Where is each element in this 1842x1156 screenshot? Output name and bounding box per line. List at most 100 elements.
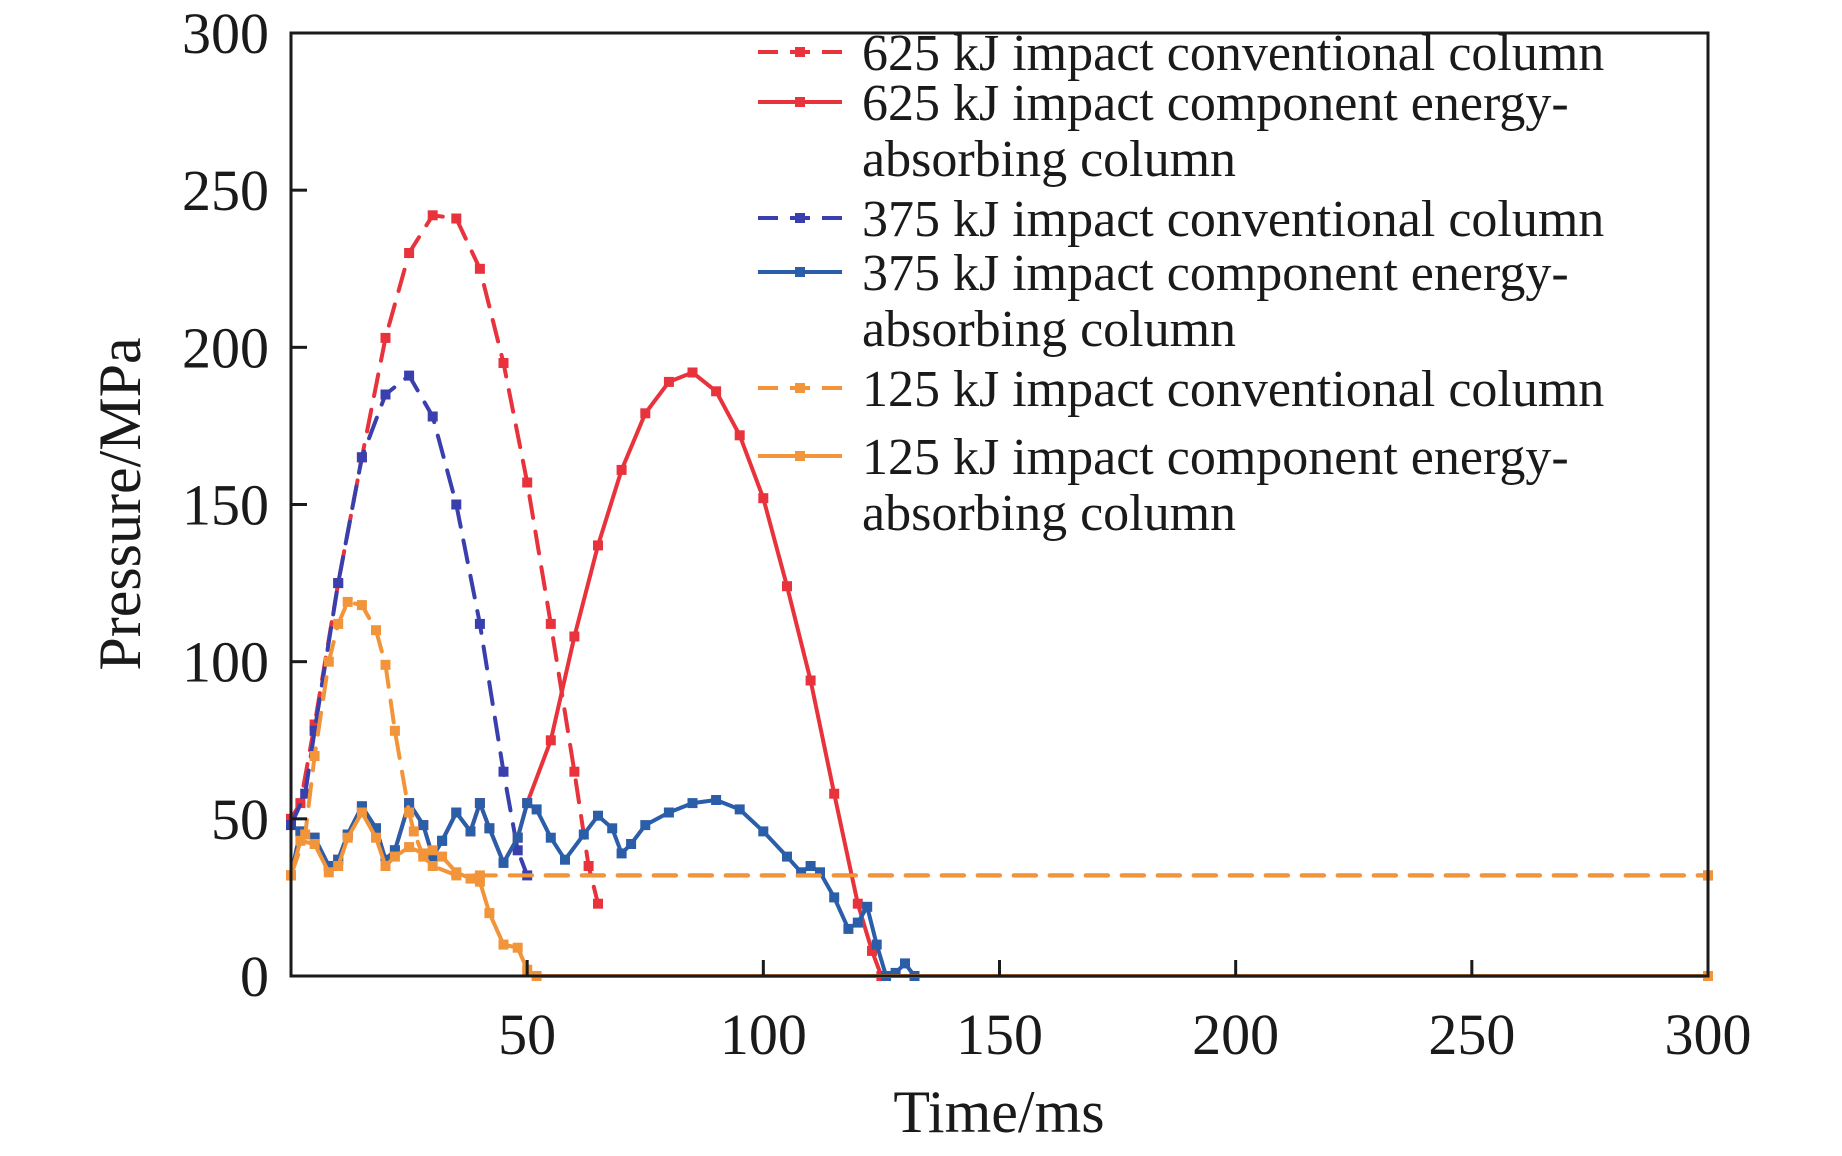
data-point — [829, 892, 840, 903]
data-point — [474, 870, 485, 881]
y-tick-label: 0 — [240, 944, 269, 1009]
data-point — [663, 376, 674, 387]
legend-label: 625 kJ impact conventional column — [862, 25, 1604, 82]
legend-entry: 375 kJ impact component energy-absorbing… — [758, 245, 1569, 358]
data-point — [484, 908, 495, 919]
y-axis-ticks: 0 50 100 150 200 250 300 — [182, 1, 307, 1009]
series-line — [289, 810, 1710, 978]
data-point — [427, 411, 438, 422]
data-point — [300, 829, 311, 840]
data-point — [758, 493, 769, 504]
legend-entry: 625 kJ impact component energy-absorbing… — [758, 75, 1569, 188]
data-point — [593, 540, 603, 551]
y-axis-title: Pressure/MPa — [87, 337, 153, 670]
data-point — [522, 477, 533, 488]
data-point — [404, 798, 415, 809]
data-point — [758, 826, 769, 837]
data-point — [408, 826, 419, 837]
data-point — [356, 801, 367, 812]
x-tick-label: 200 — [1192, 1002, 1279, 1067]
data-point — [829, 788, 840, 799]
legend-entry: 125 kJ impact conventional column — [758, 361, 1604, 418]
data-point — [309, 725, 320, 736]
data-point — [404, 370, 415, 381]
series-4 — [286, 795, 1713, 981]
data-point — [427, 210, 438, 221]
data-point — [309, 751, 320, 761]
data-point — [380, 861, 391, 871]
data-point — [295, 835, 306, 846]
data-point — [815, 867, 825, 878]
data-point — [389, 845, 400, 856]
legend-marker-swatch — [795, 97, 805, 107]
data-point — [512, 942, 523, 953]
data-point — [900, 958, 910, 969]
data-point — [867, 945, 877, 956]
data-point — [862, 901, 873, 912]
y-tick-label: 100 — [182, 630, 269, 695]
data-point — [687, 367, 698, 378]
data-point — [616, 848, 627, 859]
data-point — [711, 386, 722, 397]
legend-marker-swatch — [795, 267, 805, 277]
data-point — [418, 820, 429, 831]
legend-marker-swatch — [795, 213, 805, 223]
data-point — [356, 807, 367, 818]
y-tick-label: 200 — [182, 315, 269, 380]
data-point — [389, 851, 400, 862]
data-point — [474, 876, 485, 887]
data-point — [498, 358, 509, 368]
data-point — [380, 854, 391, 865]
data-point — [342, 832, 353, 843]
data-point — [593, 810, 603, 821]
data-point — [626, 839, 637, 849]
series-6 — [286, 807, 1713, 981]
x-tick-label: 150 — [956, 1002, 1043, 1067]
data-point — [356, 600, 367, 611]
plot-lines — [286, 210, 1713, 981]
x-tick-label: 50 — [498, 1002, 556, 1067]
data-point — [687, 798, 698, 809]
series-5 — [286, 596, 1713, 881]
legend-label: 375 kJ impact component energy-absorbing… — [862, 245, 1569, 358]
data-point — [451, 867, 462, 878]
y-tick-label: 50 — [211, 787, 269, 852]
data-point — [805, 861, 816, 871]
data-point — [323, 867, 334, 878]
data-point — [465, 826, 476, 837]
data-point — [309, 719, 320, 730]
legend-label: 375 kJ impact conventional column — [862, 191, 1604, 248]
legend-entry: 375 kJ impact conventional column — [758, 191, 1604, 248]
data-point — [333, 578, 344, 589]
data-point — [323, 656, 334, 667]
data-point — [734, 430, 745, 441]
data-point — [663, 807, 674, 818]
data-point — [437, 835, 448, 846]
data-point — [560, 854, 570, 865]
legend-label: 625 kJ impact component energy-absorbing… — [862, 75, 1569, 188]
data-point — [796, 867, 807, 878]
data-point — [782, 851, 792, 862]
data-point — [711, 795, 722, 805]
data-point — [545, 618, 556, 629]
data-point — [890, 967, 901, 978]
x-axis-title: Time/ms — [893, 1079, 1104, 1145]
data-point — [583, 861, 594, 871]
data-point — [593, 898, 603, 909]
data-point — [578, 829, 589, 840]
data-point — [371, 832, 381, 843]
series-line — [289, 599, 1710, 878]
data-point — [498, 939, 509, 950]
data-point — [569, 631, 580, 642]
data-point — [531, 804, 542, 815]
data-point — [512, 845, 523, 856]
data-point — [782, 581, 792, 592]
data-point — [427, 851, 438, 862]
data-point — [484, 823, 495, 834]
data-point — [474, 263, 485, 274]
data-point — [512, 832, 523, 843]
data-point — [356, 452, 367, 463]
data-point — [569, 766, 580, 777]
data-point — [498, 766, 509, 777]
data-point — [640, 820, 651, 831]
